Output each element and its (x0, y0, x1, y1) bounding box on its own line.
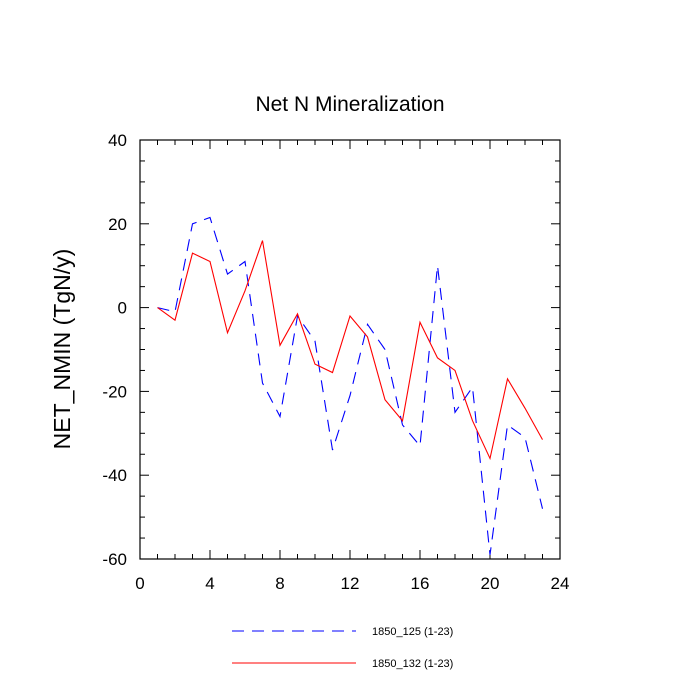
x-tick-label: 20 (481, 574, 500, 593)
legend-label-2: 1850_132 (1-23) (372, 658, 453, 670)
plot-frame (139, 139, 561, 560)
x-tick-label: 16 (411, 574, 430, 593)
x-tick-label: 8 (275, 574, 284, 593)
legend: 1850_125 (1-23) 1850_132 (1-23) (232, 626, 453, 670)
axis-ticks: 0 4 8 12 16 20 24 40 20 0 -20 -40 -60 (102, 131, 569, 593)
chart-title: Net N Mineralization (255, 93, 444, 116)
x-tick-label: 24 (551, 574, 570, 593)
y-axis-label: NET_NMIN (TgN/y) (49, 249, 75, 450)
y-tick-label: -60 (102, 550, 127, 569)
data-series (157, 216, 544, 555)
x-tick-label: 0 (135, 574, 144, 593)
y-tick-label: -20 (102, 382, 127, 401)
legend-label-1: 1850_125 (1-23) (372, 626, 453, 638)
y-tick-label: 40 (108, 131, 127, 150)
series-line-1 (157, 216, 544, 555)
x-tick-label: 4 (205, 574, 214, 593)
y-tick-label: 20 (108, 215, 127, 234)
series-line-2 (157, 240, 543, 461)
y-tick-label: -40 (102, 466, 127, 485)
y-tick-label: 0 (118, 299, 127, 318)
plot-border (139, 139, 561, 560)
x-tick-label: 12 (341, 574, 360, 593)
